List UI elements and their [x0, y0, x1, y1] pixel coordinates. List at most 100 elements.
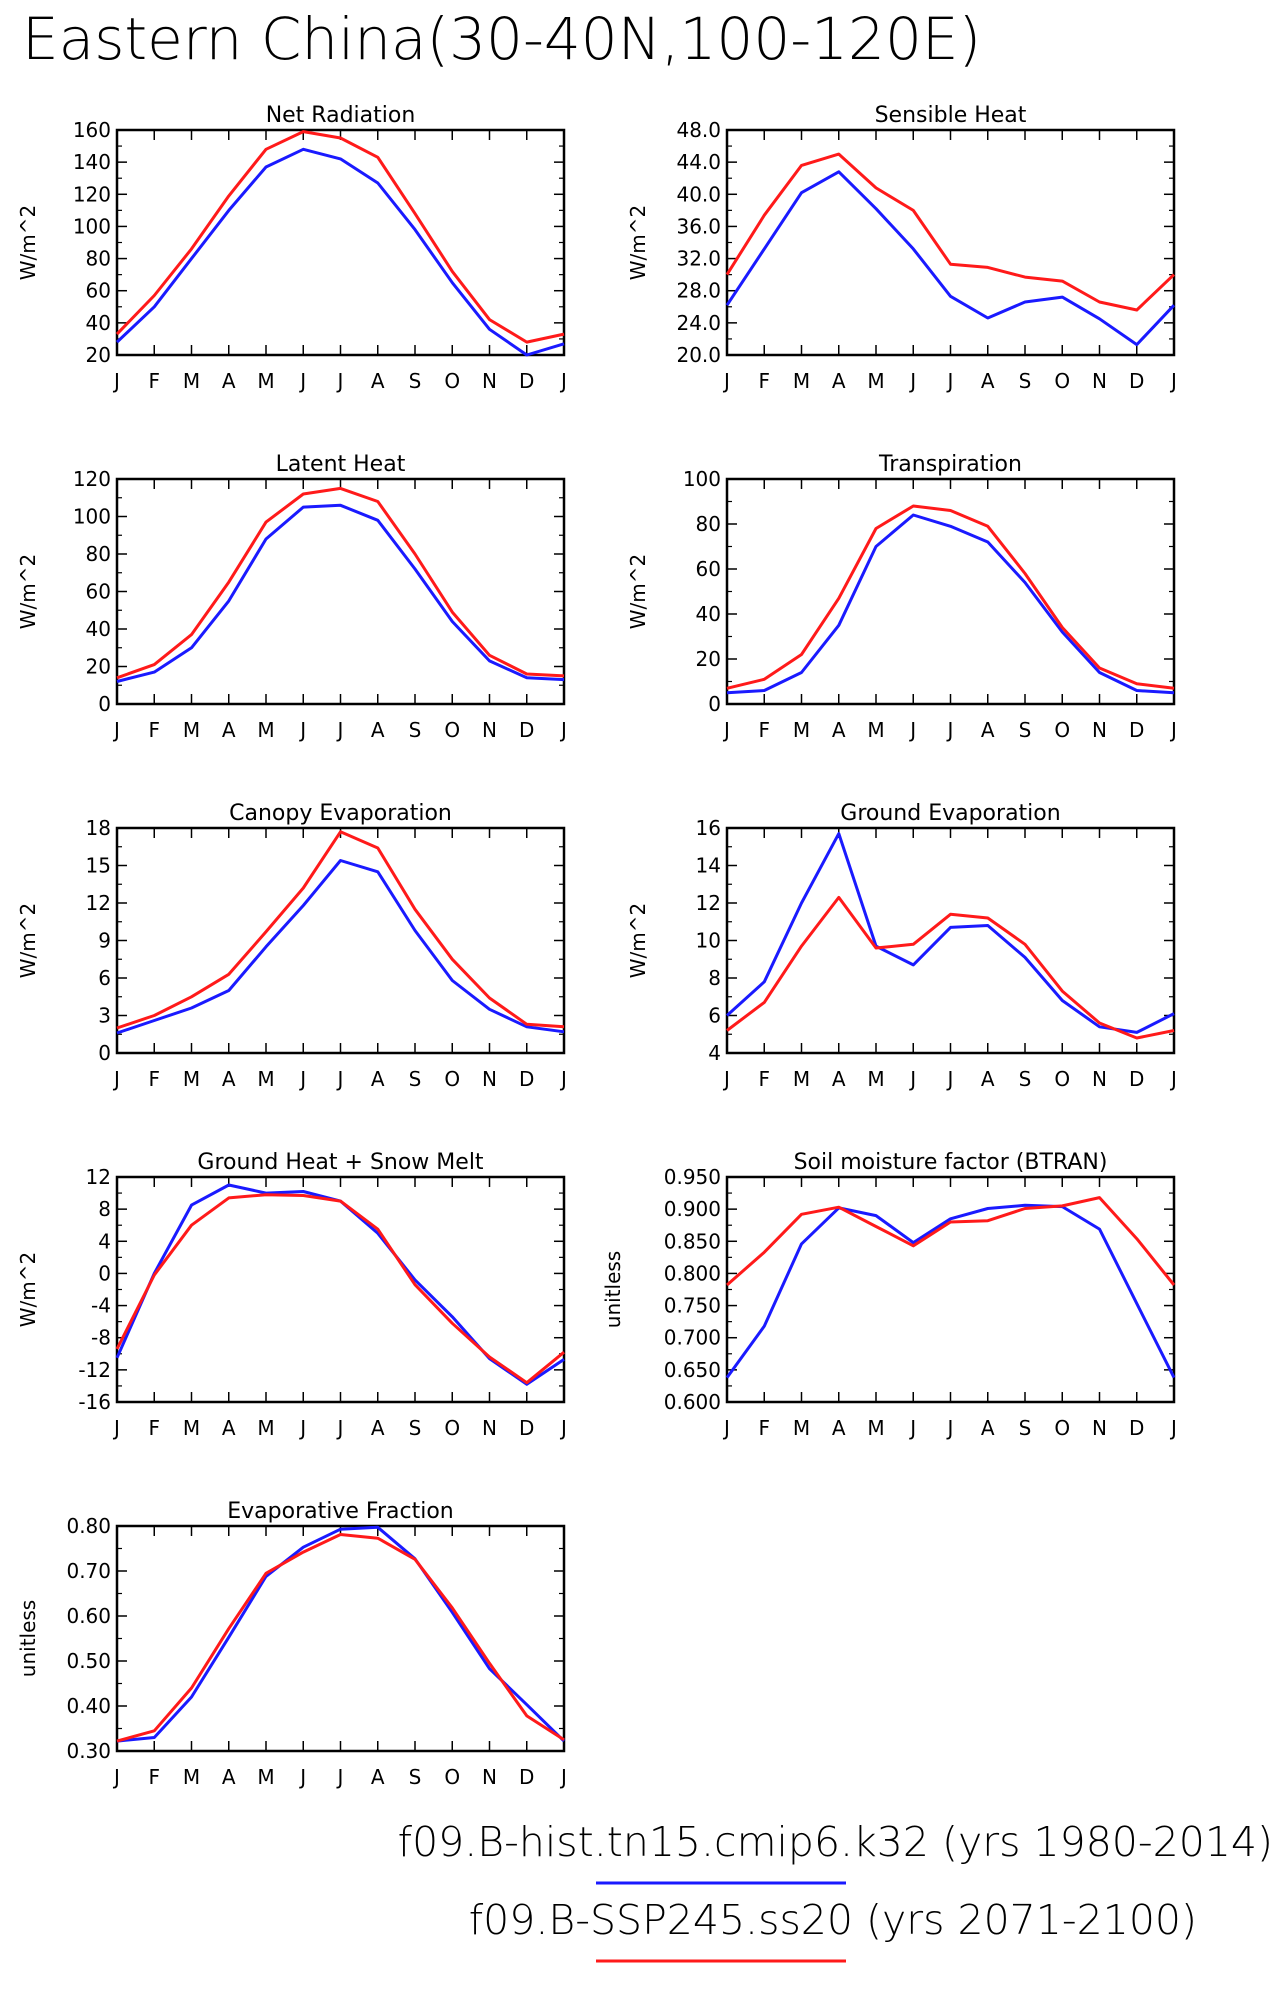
x-tick-label: F: [758, 1416, 770, 1440]
y-tick-label: 6: [708, 1004, 721, 1028]
panel-title: Canopy Evaporation: [229, 801, 452, 826]
y-tick-label: 0.30: [66, 1739, 111, 1763]
y-tick-label: 40: [86, 311, 111, 335]
series-line-0: [116, 859, 565, 1035]
x-tick-label: M: [257, 369, 274, 393]
x-tick-label: F: [148, 718, 160, 742]
x-tick-label: M: [183, 369, 200, 393]
x-tick-label: D: [519, 1416, 534, 1440]
y-tick-label: 100: [683, 467, 721, 491]
x-tick-label: F: [758, 1067, 770, 1091]
x-tick-label: M: [793, 1067, 810, 1091]
series-line-1: [726, 1196, 1176, 1287]
x-tick-label: O: [444, 1765, 460, 1789]
x-tick-label: N: [1092, 1416, 1107, 1440]
series-line-0: [115, 1183, 565, 1386]
x-tick-label: S: [409, 369, 422, 393]
x-tick-label: D: [1129, 1416, 1144, 1440]
plot-frame: [115, 1524, 566, 1753]
x-tick-label: J: [722, 718, 730, 742]
x-tick-label: O: [1054, 369, 1070, 393]
series-line-0: [725, 832, 1175, 1034]
x-tick-label: D: [519, 369, 534, 393]
x-tick-label: J: [112, 1765, 120, 1789]
y-tick-label: 60: [86, 580, 111, 604]
x-tick-label: N: [1092, 369, 1107, 393]
page-title: Eastern China(30-40N,100-120E): [22, 5, 981, 73]
x-tick-label: J: [722, 1067, 730, 1091]
y-tick-label: 16: [696, 816, 721, 840]
y-tick-label: 4: [708, 1041, 721, 1065]
x-tick-label: N: [482, 1416, 497, 1440]
y-tick-label: 0: [708, 692, 721, 716]
x-tick-label: D: [1129, 718, 1144, 742]
x-tick-label: J: [112, 1416, 120, 1440]
plot-frame: [115, 1175, 566, 1404]
y-tick-label: 6: [98, 966, 111, 990]
y-tick-label: 0.650: [664, 1358, 721, 1382]
series-line-0: [725, 170, 1176, 347]
series-line-1: [726, 895, 1175, 1040]
x-tick-label: J: [336, 1416, 344, 1440]
series-line-0: [726, 513, 1175, 695]
y-tick-label: 20: [86, 343, 111, 367]
x-tick-label: A: [981, 1067, 995, 1091]
x-tick-label: S: [409, 1416, 422, 1440]
x-tick-label: J: [722, 369, 730, 393]
y-tick-label: 24.0: [676, 311, 721, 335]
x-tick-label: S: [1019, 1416, 1032, 1440]
x-tick-label: O: [444, 1416, 460, 1440]
x-tick-label: F: [148, 1416, 160, 1440]
x-tick-label: O: [444, 369, 460, 393]
x-tick-label: A: [222, 369, 236, 393]
x-tick-label: D: [1129, 369, 1144, 393]
y-tick-label: 80: [86, 247, 111, 271]
panel-7: Soil moisture factor (BTRAN)J F M A M J J A S O N D…: [601, 1150, 1177, 1440]
series-line-1: [725, 152, 1176, 312]
x-tick-label: J: [559, 369, 567, 393]
x-tick-label: J: [946, 1416, 954, 1440]
y-tick-label: 40.0: [676, 182, 721, 206]
x-tick-label: J: [908, 718, 916, 742]
x-tick-label: J: [298, 1765, 306, 1789]
plot-frame: [725, 826, 1176, 1055]
y-tick-label: 9: [98, 929, 111, 953]
y-tick-label: 160: [73, 118, 111, 142]
x-tick-label: J: [298, 1067, 306, 1091]
y-tick-label: 14: [696, 854, 721, 878]
y-tick-label: 20: [696, 647, 721, 671]
y-tick-label: 8: [708, 966, 721, 990]
x-tick-label: M: [183, 1416, 200, 1440]
x-tick-label: M: [793, 1416, 810, 1440]
y-tick-label: 12: [696, 891, 721, 915]
y-tick-label: 80: [86, 542, 111, 566]
x-tick-label: A: [371, 1765, 385, 1789]
y-tick-label: 32.0: [676, 247, 721, 271]
x-tick-label: N: [1092, 718, 1107, 742]
x-tick-label: A: [371, 369, 385, 393]
x-tick-label: A: [832, 369, 846, 393]
x-tick-label: F: [758, 718, 770, 742]
y-axis-label: W/m^2: [16, 554, 40, 629]
x-tick-label: M: [867, 369, 884, 393]
x-tick-label: A: [222, 1765, 236, 1789]
y-tick-label: 44.0: [676, 150, 721, 174]
panel-title: Net Radiation: [266, 103, 416, 128]
x-tick-label: F: [148, 1765, 160, 1789]
y-tick-label: 0.950: [664, 1165, 721, 1189]
y-tick-label: 0.80: [66, 1514, 111, 1538]
x-tick-label: S: [1019, 369, 1032, 393]
y-tick-label: 0.60: [66, 1604, 111, 1628]
x-tick-label: A: [222, 718, 236, 742]
series-line-0: [725, 1203, 1176, 1379]
y-tick-label: 10: [696, 929, 721, 953]
x-tick-label: D: [519, 1067, 534, 1091]
x-tick-label: O: [1054, 1067, 1070, 1091]
x-tick-label: J: [1169, 1067, 1177, 1091]
panel-title: Soil moisture factor (BTRAN): [794, 1150, 1108, 1175]
y-tick-label: -8: [91, 1326, 111, 1350]
x-tick-label: S: [1019, 718, 1032, 742]
